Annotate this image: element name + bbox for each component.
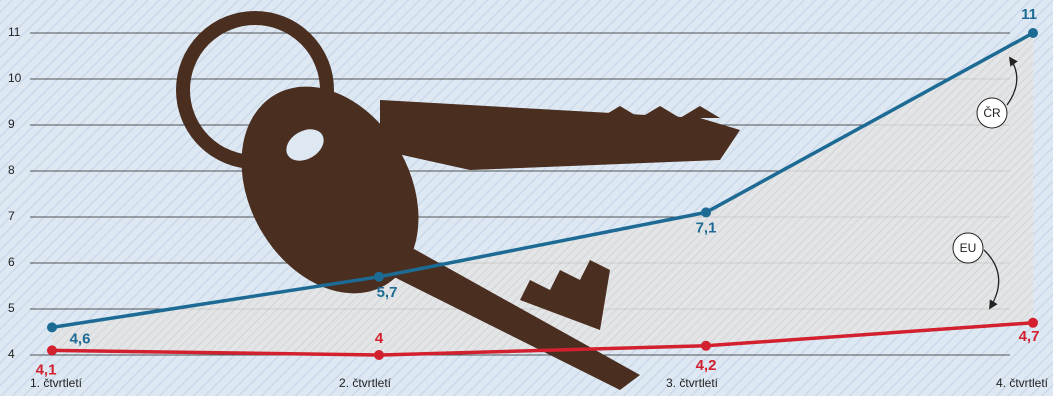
x-tick-label: 1. čtvrtletí: [30, 376, 83, 390]
keys-illustration: [176, 11, 740, 390]
value-label: 11: [1021, 6, 1037, 23]
point: [47, 345, 57, 356]
annotation-label: EU: [960, 241, 977, 255]
annotation-circle: [976, 97, 1008, 129]
series-line: [51, 321, 1034, 357]
lines: 4,6 5,7 7,1 11 4,1 4 4,2 4,7: [36, 6, 1040, 378]
area-layer: [52, 33, 1033, 355]
point: [701, 207, 711, 218]
point: [374, 271, 384, 282]
y-tick-label: 7: [8, 209, 15, 223]
y-tick-label: 6: [8, 255, 15, 269]
x-tick-label: 3. čtvrtletí: [666, 376, 719, 390]
series-line: [51, 31, 1034, 330]
value-label: 4,7: [1019, 328, 1040, 345]
y-tick-label: 9: [8, 117, 15, 131]
value-label: 4,1: [36, 361, 57, 378]
value-label: 4,6: [70, 330, 91, 347]
y-tick-label: 10: [8, 71, 22, 85]
value-label: 7,1: [696, 219, 717, 236]
y-tick-label: 4: [8, 347, 15, 361]
y-tick-label: 11: [8, 25, 21, 39]
point: [1028, 28, 1038, 38]
y-tick-label: 5: [8, 301, 15, 315]
gap-area: [52, 33, 1033, 355]
annotation-cr: ČR: [976, 56, 1018, 129]
x-tick-label: 4. čtvrtletí: [996, 376, 1049, 390]
value-label: 5,7: [377, 284, 398, 301]
y-tick-label: 8: [8, 163, 15, 177]
annotation-label: ČR: [983, 105, 1001, 120]
value-label: 4: [375, 330, 384, 347]
value-label: 4,2: [696, 357, 717, 374]
point: [1028, 317, 1038, 328]
point: [701, 340, 711, 351]
point: [47, 322, 57, 333]
annotation-arrow: [1006, 56, 1018, 106]
point: [374, 350, 384, 360]
annotation-eu: EU: [952, 232, 1000, 310]
annotation-circle: [952, 232, 984, 264]
annotation-arrow: [983, 249, 1000, 310]
x-tick-label: 2. čtvrtletí: [339, 376, 392, 390]
